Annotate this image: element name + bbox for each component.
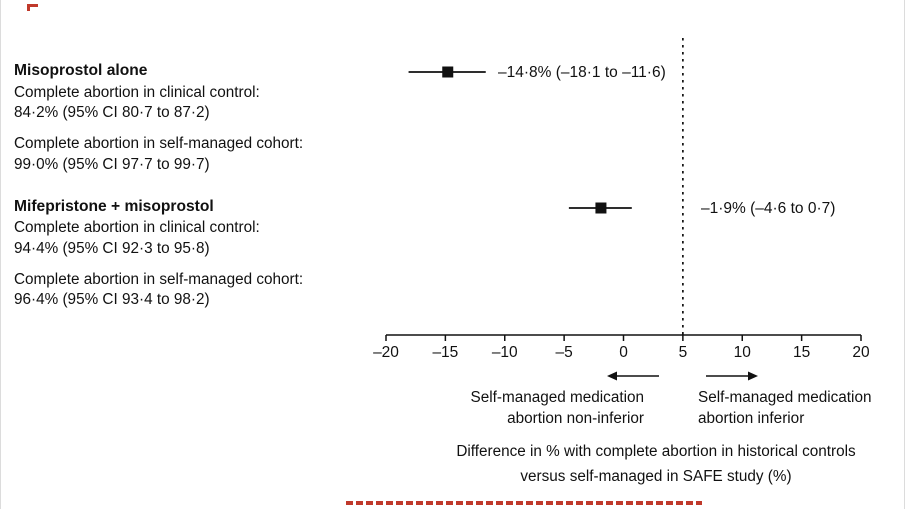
x-axis-caption: Difference in % with complete abortion i… <box>406 439 904 489</box>
noninferior-arrow-label: Self-managed medication abortion non-inf… <box>471 387 644 429</box>
estimate-label: –14·8% (–18·1 to –11·6) <box>498 64 666 81</box>
x-axis-tick-label: 0 <box>619 344 628 361</box>
non-inferior-arrow-head <box>607 371 617 381</box>
group-misoprostol-alone: Misoprostol alone Complete abortion in c… <box>14 61 386 176</box>
self-managed-pair: Complete abortion in self-managed cohort… <box>14 134 386 175</box>
x-axis-tick-label: 20 <box>852 344 870 361</box>
inferior-arrow-label: Self-managed medication abortion inferio… <box>698 387 871 429</box>
self-managed-pair: Complete abortion in self-managed cohort… <box>14 270 386 311</box>
group-mifepristone-misoprostol: Mifepristone + misoprostol Complete abor… <box>14 197 386 312</box>
clinical-control-pair: Complete abortion in clinical control: 8… <box>14 83 386 124</box>
noninferior-label-line1: Self-managed medication <box>470 389 644 406</box>
point-estimate-marker <box>595 202 607 214</box>
cropped-red-mark-top <box>27 4 38 11</box>
group-title: Mifepristone + misoprostol <box>14 197 214 215</box>
clinical-control-label: Complete abortion in clinical control: <box>14 219 260 237</box>
noninferior-label-line2: abortion non-inferior <box>507 410 644 427</box>
group-descriptions: Misoprostol alone Complete abortion in c… <box>14 61 386 332</box>
self-managed-value: 96·4% (95% CI 93·4 to 98·2) <box>14 291 210 309</box>
inferior-label-line1: Self-managed medication <box>698 389 872 406</box>
x-axis-caption-line1: Difference in % with complete abortion i… <box>456 443 856 460</box>
self-managed-label: Complete abortion in self-managed cohort… <box>14 135 304 153</box>
clinical-control-pair: Complete abortion in clinical control: 9… <box>14 218 386 259</box>
clinical-control-label: Complete abortion in clinical control: <box>14 83 260 101</box>
inferior-label-line2: abortion inferior <box>698 410 805 427</box>
x-axis-tick-label: –20 <box>373 344 399 361</box>
x-axis-tick-label: 5 <box>679 344 688 361</box>
x-axis-tick-label: 10 <box>734 344 752 361</box>
x-axis-tick-label: –5 <box>556 344 573 361</box>
self-managed-value: 99·0% (95% CI 97·7 to 99·7) <box>14 155 210 173</box>
x-axis-tick-label: 15 <box>793 344 810 361</box>
inferior-arrow-head <box>748 371 758 381</box>
self-managed-label: Complete abortion in self-managed cohort… <box>14 270 304 288</box>
x-axis-tick-label: –10 <box>492 344 518 361</box>
group-title: Misoprostol alone <box>14 62 148 79</box>
x-axis-caption-line2: versus self-managed in SAFE study (%) <box>520 468 792 485</box>
clinical-control-value: 94·4% (95% CI 92·3 to 95·8) <box>14 239 210 257</box>
cropped-red-text-bottom <box>346 501 702 505</box>
estimate-label: –1·9% (–4·6 to 0·7) <box>701 200 835 217</box>
x-axis-tick-label: –15 <box>432 344 458 361</box>
clinical-control-value: 84·2% (95% CI 80·7 to 87·2) <box>14 104 210 122</box>
point-estimate-marker <box>442 66 454 78</box>
